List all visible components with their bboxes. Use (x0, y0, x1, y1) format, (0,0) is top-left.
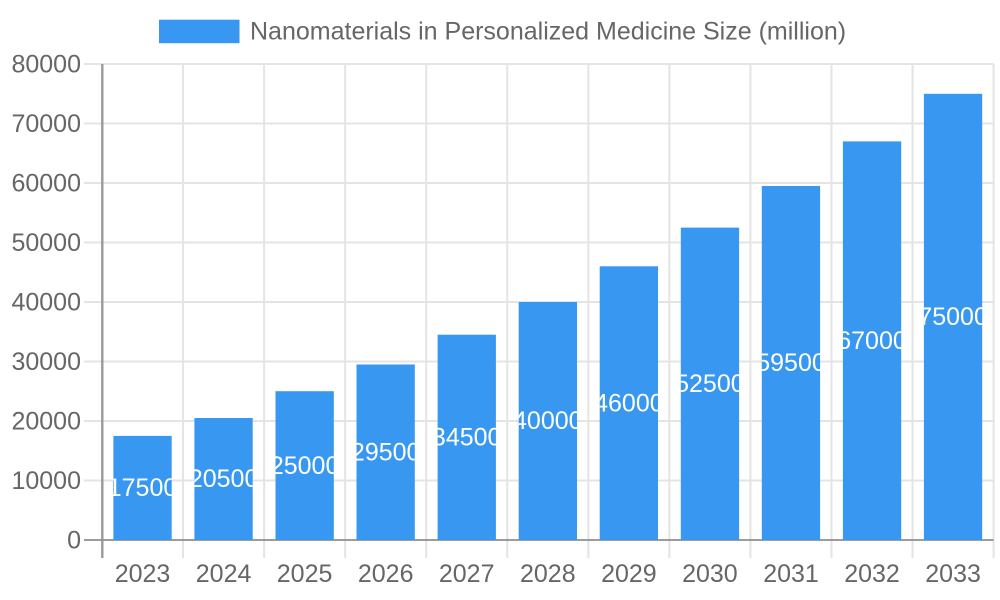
svg-text:17500: 17500 (108, 474, 178, 502)
svg-text:75000: 75000 (918, 303, 988, 331)
svg-text:70000: 70000 (11, 110, 81, 138)
svg-text:2029: 2029 (601, 560, 657, 588)
svg-text:20000: 20000 (11, 407, 81, 435)
svg-text:10000: 10000 (11, 467, 81, 495)
svg-text:40000: 40000 (513, 407, 583, 435)
svg-text:2024: 2024 (196, 560, 252, 588)
svg-text:2033: 2033 (925, 560, 981, 588)
svg-text:2025: 2025 (277, 560, 333, 588)
svg-text:2030: 2030 (682, 560, 738, 588)
svg-text:2023: 2023 (115, 560, 171, 588)
svg-text:60000: 60000 (11, 169, 81, 197)
svg-text:52500: 52500 (675, 370, 745, 398)
svg-text:29500: 29500 (351, 438, 421, 466)
svg-text:40000: 40000 (11, 288, 81, 316)
svg-text:2027: 2027 (439, 560, 495, 588)
svg-text:50000: 50000 (11, 229, 81, 257)
svg-text:2026: 2026 (358, 560, 414, 588)
svg-text:80000: 80000 (11, 50, 81, 78)
svg-text:2032: 2032 (844, 560, 900, 588)
svg-text:25000: 25000 (270, 452, 340, 480)
svg-text:0: 0 (67, 526, 81, 554)
svg-text:30000: 30000 (11, 348, 81, 376)
svg-text:67000: 67000 (837, 327, 907, 355)
svg-text:2028: 2028 (520, 560, 576, 588)
svg-text:2031: 2031 (763, 560, 819, 588)
svg-text:Nanomaterials in Personalized: Nanomaterials in Personalized Medicine S… (250, 17, 846, 45)
svg-text:34500: 34500 (432, 424, 502, 452)
svg-text:20500: 20500 (189, 465, 259, 493)
svg-text:59500: 59500 (756, 349, 826, 377)
svg-text:46000: 46000 (594, 389, 664, 417)
